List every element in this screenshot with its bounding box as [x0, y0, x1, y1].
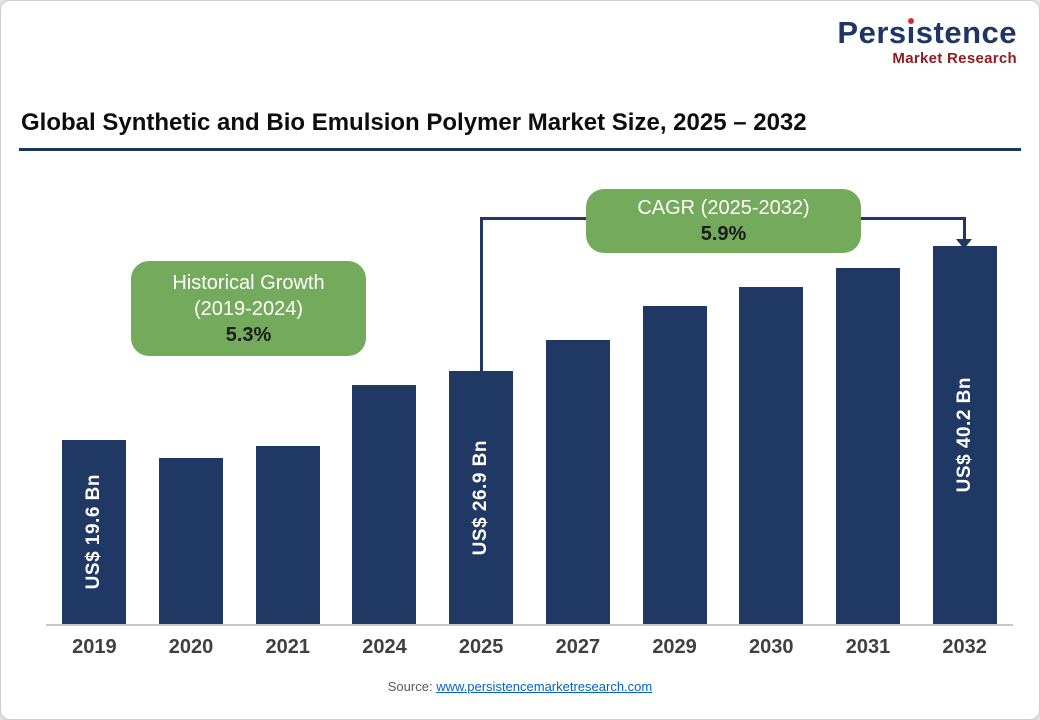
cagr-arrow-drop [963, 217, 966, 241]
title-underline [19, 148, 1021, 151]
logo-text-pre: Pers [837, 15, 907, 50]
historical-growth-callout: Historical Growth (2019-2024) 5.3% [131, 261, 366, 356]
cagr-value: 5.9% [700, 223, 747, 245]
bar-slot-2029 [626, 231, 723, 624]
bar-value-label-wrap: US$ 19.6 Bn [62, 440, 126, 624]
x-tick-2025: 2025 [458, 636, 504, 658]
bar-2032: US$ 40.2 Bn [932, 246, 997, 624]
cagr-callout: CAGR (2025-2032) 5.9% [586, 189, 861, 253]
bar-2031 [835, 268, 900, 624]
x-tick-2020: 2020 [168, 636, 214, 658]
historical-growth-period: (2019-2024) [194, 297, 303, 320]
bar-2020 [159, 458, 224, 624]
plot-area: US$ 19.6 Bn US$ 26.9 Bn US$ 40.2 Bn [46, 231, 1013, 626]
bar-slot-2030 [723, 231, 820, 624]
bar-slot-2019: US$ 19.6 Bn [46, 231, 143, 624]
x-tick-2021: 2021 [265, 636, 311, 658]
logo-text-post: stence [915, 15, 1017, 50]
cagr-label: CAGR (2025-2032) [637, 197, 810, 219]
bar-value-label-wrap: US$ 40.2 Bn [933, 246, 997, 624]
x-axis-labels: 2019 2020 2021 2024 2025 2027 2029 2030 2031 2032 [46, 636, 1013, 659]
bar-slot-2031 [820, 231, 917, 624]
source-line: Source: www.persistencemarketresearch.co… [1, 679, 1039, 694]
page-title: Global Synthetic and Bio Emulsion Polyme… [21, 109, 807, 136]
x-tick-2030: 2030 [749, 636, 794, 658]
bar-value-label-2019: US$ 19.6 Bn [83, 474, 105, 590]
historical-growth-label: Historical Growth [172, 271, 325, 294]
bar-slot-2032: US$ 40.2 Bn [916, 231, 1013, 624]
bar-value-label-2025: US$ 26.9 Bn [470, 439, 492, 556]
bar-slot-2025: US$ 26.9 Bn [433, 231, 530, 624]
x-tick-2029: 2029 [652, 636, 697, 658]
bar-2024 [352, 385, 417, 624]
x-tick-2032: 2032 [942, 636, 987, 658]
bar-2027 [545, 340, 610, 624]
bar-slot-2024 [336, 231, 433, 624]
logo-letter-i: ı [906, 15, 916, 50]
x-tick-2019: 2019 [72, 636, 117, 658]
x-tick-2027: 2027 [555, 636, 601, 658]
logo-tagline: Market Research [892, 50, 1017, 67]
x-tick-2031: 2031 [845, 636, 891, 658]
bar-2021 [255, 446, 320, 624]
bar-2025: US$ 26.9 Bn [449, 371, 514, 624]
bar-slot-2027 [530, 231, 627, 624]
logo-red-dot-icon [908, 18, 915, 24]
bar-2030 [739, 287, 804, 624]
bar-slot-2020 [143, 231, 240, 624]
source-label: Source: [387, 679, 433, 694]
historical-growth-value: 5.3% [225, 323, 272, 346]
bar-slot-2021 [239, 231, 336, 624]
cagr-arrow-riser [480, 217, 483, 374]
logo-wordmark: Persı stence [837, 17, 1017, 48]
bar-2029 [642, 306, 707, 624]
company-logo: Persı stence Market Research [837, 17, 1017, 66]
cagr-arrowhead-icon [956, 239, 972, 249]
source-link[interactable]: www.persistencemarketresearch.com [436, 679, 653, 694]
bar-value-label-wrap: US$ 26.9 Bn [449, 371, 513, 624]
bar-2019: US$ 19.6 Bn [62, 440, 127, 624]
x-tick-2024: 2024 [362, 636, 407, 658]
bar-value-label-2032: US$ 40.2 Bn [953, 377, 975, 493]
